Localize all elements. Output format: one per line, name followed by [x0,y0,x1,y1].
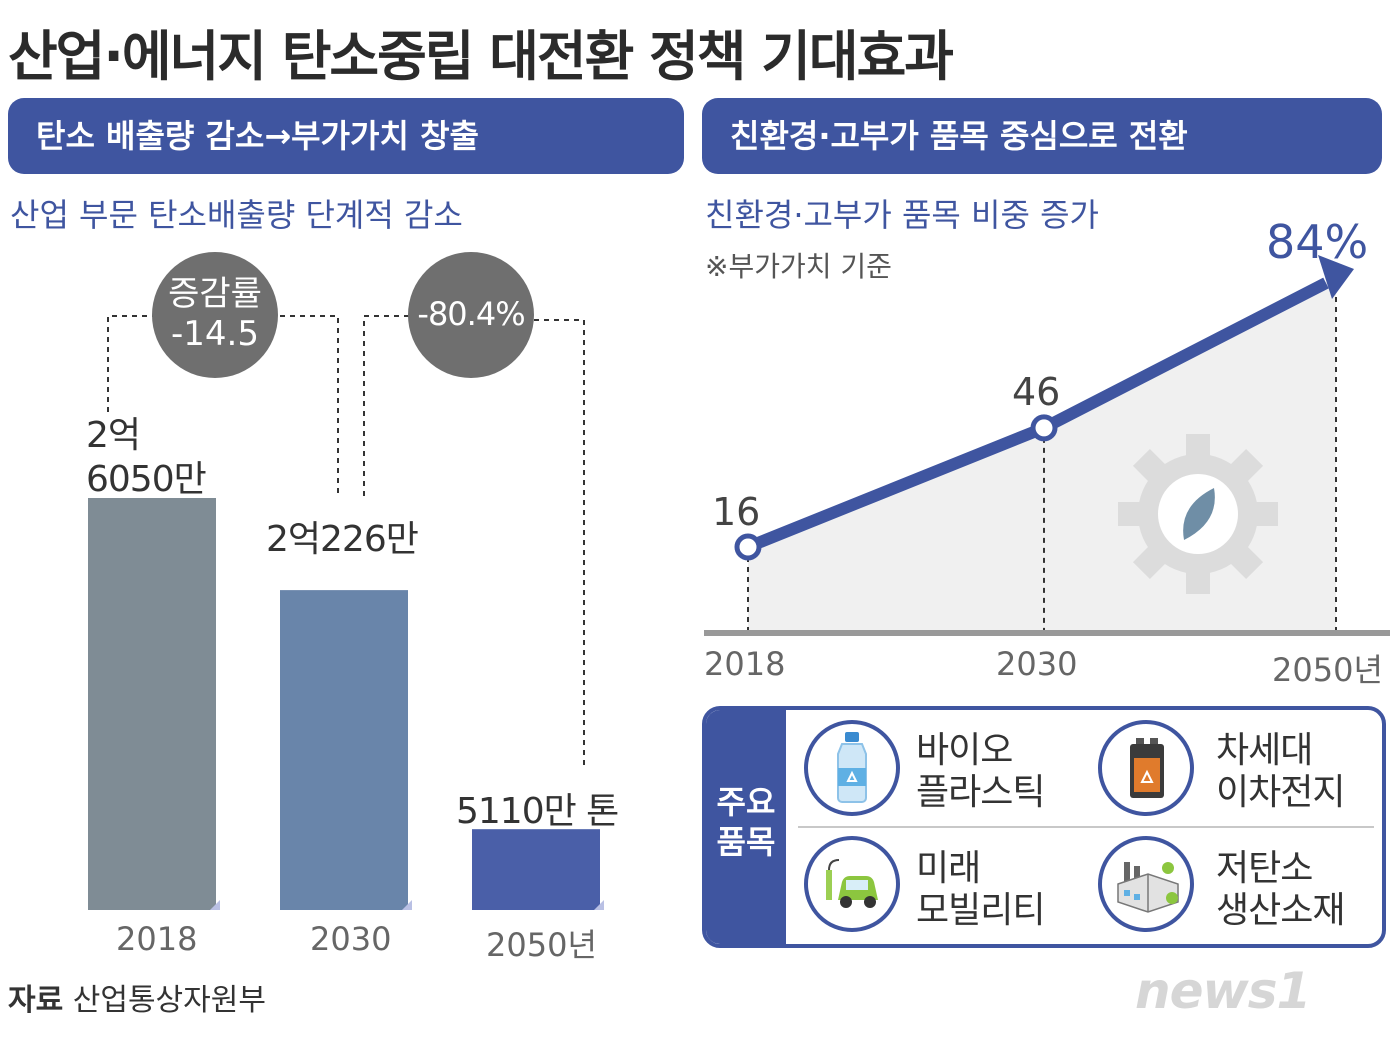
item-mobility: 미래 모빌리티 [916,848,1045,932]
left-panel-subtitle: 산업 부문 탄소배출량 단계적 감소 [10,196,463,234]
leaf-icon [1183,488,1215,540]
page-title: 산업·에너지 탄소중립 대전환 정책 기대효과 [8,25,954,88]
emission-bar-chart [88,315,604,910]
line-point-label-2030: 46 [1012,370,1061,414]
line-x-axis [704,630,1390,636]
item-bio-plastic-line2: 플라스틱 [916,772,1045,813]
line-point-2018 [734,533,762,561]
bio-plastic-icon-circle [804,720,900,816]
bar-2018 [88,498,216,910]
bar-x-label-2030: 2030 [310,920,392,958]
bar-value-label-2018: 2억 6050만 [86,414,207,502]
bar-shadow [402,900,412,910]
change-rate-bubble-2030-2050: -80.4% [408,252,534,378]
line-point-2030 [1030,414,1058,442]
item-battery-line2: 이차전지 [1216,772,1345,813]
source-text: 산업통상자원부 [72,983,266,1018]
battery-icon [1130,738,1164,798]
key-items-side-label: 주요 품목 [706,782,786,862]
right-panel-header: 친환경·고부가 품목 중심으로 전환 [702,98,1382,174]
change-rate-value-2018-2030: -14.5 [171,314,259,354]
source-note: 자료 산업통상자원부 [8,975,266,1019]
item-low-carbon-line1: 저탄소 [1216,848,1313,889]
connector-2030-right [363,315,410,496]
share-line-chart [704,255,1390,636]
mobility-icon-circle [804,836,900,932]
left-panel-header: 탄소 배출량 감소→부가가치 창출 [8,98,684,174]
item-battery: 차세대 이차전지 [1216,730,1345,814]
factory-icon-circle [1098,836,1194,932]
factory-icon [1117,862,1179,913]
bar-value-label-2018-line2: 6050만 [86,459,207,500]
key-items-side-bar [706,710,786,944]
right-panel-subtitle: 친환경·고부가 품목 비중 증가 [705,196,1099,234]
bar-x-label-2018: 2018 [116,920,198,958]
bar-value-label-2018-text: 2억 6050만 [86,414,207,502]
key-items-side-label-line1: 주요 [716,783,776,821]
item-bio-plastic: 바이오 플라스틱 [916,730,1045,814]
gear-leaf-icon [1118,434,1278,594]
item-bio-plastic-line1: 바이오 [916,730,1013,771]
item-low-carbon-line2: 생산소재 [1216,890,1345,931]
line-point-label-2050: 84% [1266,215,1369,269]
key-items-box: 주요 품목 바이오 플라스틱 차세대 이차전지 [702,706,1386,948]
bottle-icon [837,732,867,803]
line-x-label-2050: 2050년 [1272,651,1383,689]
bar-x-label-2050: 2050년 [486,926,597,964]
item-mobility-line2: 모빌리티 [916,890,1045,931]
change-rate-bubble-2018-2030: 증감률 -14.5 [152,252,278,378]
bar-2030 [280,590,408,910]
connector-2018-left [107,315,160,412]
connector-2030-left [280,315,339,496]
gear-tooth [1252,502,1278,526]
item-mobility-line1: 미래 [916,848,981,889]
bar-value-label-2050: 5110만 톤 [456,791,619,832]
line-x-label-2018: 2018 [704,645,786,683]
connector-2050-right [534,319,585,768]
bar-shadow [594,900,604,910]
bar-value-label-2018-line1: 2억 [86,415,141,456]
bar-shadow [210,900,220,910]
right-panel-note: ※부가가치 기준 [705,250,892,283]
line-arrowhead [1318,255,1354,299]
item-low-carbon: 저탄소 생산소재 [1216,848,1345,932]
item-battery-line1: 차세대 [1216,730,1313,771]
battery-icon-circle [1098,720,1194,816]
news1-logo: news1 [1135,962,1311,1020]
electric-car-icon [826,859,878,908]
gear-tooth [1118,502,1144,526]
line-point-label-2018: 16 [712,490,761,534]
bar-value-label-2030: 2억226만 [266,519,419,560]
items-divider [798,826,1374,828]
bar-2050년 [472,829,600,910]
line-x-label-2030: 2030 [996,645,1078,683]
source-label: 자료 [8,983,64,1018]
change-rate-label: 증감률 [168,274,262,314]
key-items-side-label-line2: 품목 [716,823,776,861]
change-rate-value-2030-2050: -80.4% [417,295,525,333]
